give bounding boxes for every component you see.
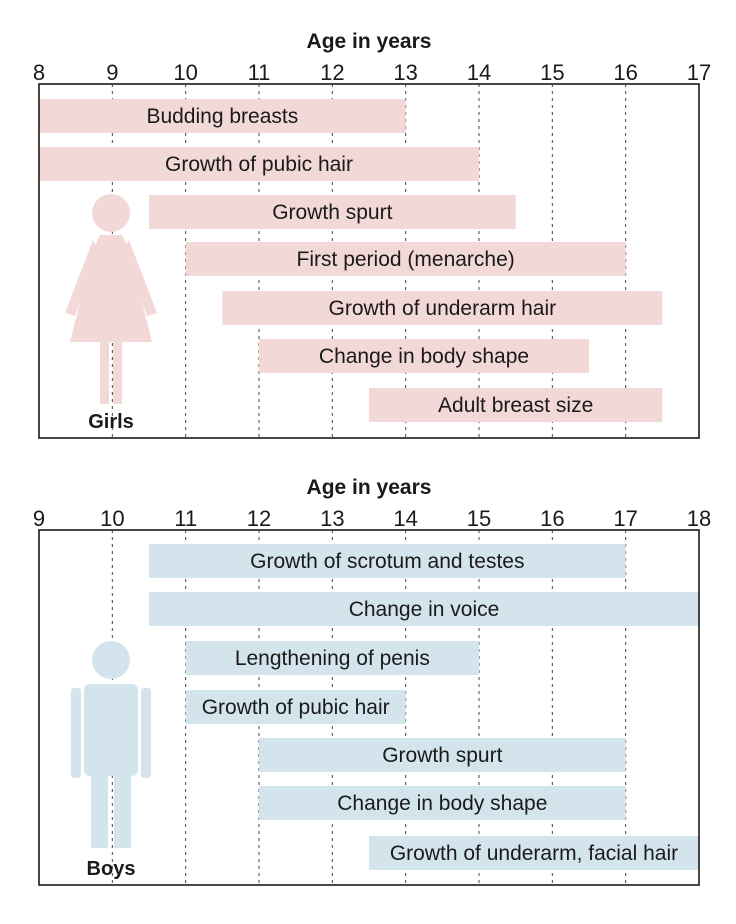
girls-bar-growth-of-underarm-hair (222, 291, 663, 325)
boys-bar-label-growth-of-scrotum-and-testes: Growth of scrotum and testes (250, 550, 524, 573)
girls-bar-budding-breasts (39, 99, 406, 133)
boys-plot-frame (38, 529, 700, 886)
boys-tick-labels: 9 10 11 12 13 14 15 16 17 18 (33, 506, 711, 531)
girls-bar-label-growth-of-pubic-hair: Growth of pubic hair (165, 153, 353, 176)
girl-figure-icon (65, 194, 157, 404)
boys-bar-change-in-voice (149, 592, 699, 626)
girls-plot-frame (38, 83, 700, 439)
boys-panel: Age in years 9 10 11 12 13 14 15 16 17 18 Growth … (33, 476, 711, 886)
girls-tick-label-8: 8 (33, 60, 45, 85)
girls-bar-growth-spurt (149, 195, 516, 229)
boys-bar-lengthening-of-penis (185, 641, 479, 675)
girls-bar-label-budding-breasts: Budding breasts (146, 105, 298, 128)
boys-axis-title: Age in years (307, 476, 432, 499)
girls-tick-label-13: 13 (393, 60, 417, 85)
girls-figure-label: Girls (88, 411, 134, 433)
boys-tick-label-15: 15 (467, 506, 491, 531)
boys-bar-label-growth-of-underarm-facial-hair: Growth of underarm, facial hair (390, 842, 678, 865)
boys-bars: Growth of scrotum and testes Change in vo… (149, 544, 699, 870)
girls-tick-label-14: 14 (467, 60, 491, 85)
girls-axis-title: Age in years (307, 30, 432, 53)
girls-tick-label-16: 16 (613, 60, 637, 85)
girls-tick-label-15: 15 (540, 60, 564, 85)
boys-tick-label-13: 13 (320, 506, 344, 531)
girls-tick-label-12: 12 (320, 60, 344, 85)
girls-bar-growth-of-pubic-hair (39, 147, 479, 181)
girls-bar-label-adult-breast-size: Adult breast size (438, 394, 593, 417)
girls-bars: Budding breasts Growth of pubic hair Growt… (39, 99, 663, 422)
boys-bar-growth-of-scrotum-and-testes (149, 544, 626, 578)
boys-tick-label-11: 11 (174, 506, 197, 531)
girls-tick-label-9: 9 (106, 60, 118, 85)
girls-bar-change-in-body-shape (259, 339, 589, 373)
girls-bar-label-growth-spurt: Growth spurt (272, 201, 392, 224)
girls-bar-label-first-period-menarche: First period (menarche) (297, 248, 515, 271)
boys-figure-label: Boys (87, 858, 136, 880)
boys-bar-label-lengthening-of-penis: Lengthening of penis (235, 647, 430, 670)
boys-tick-label-10: 10 (100, 506, 124, 531)
girls-bar-label-growth-of-underarm-hair: Growth of underarm hair (329, 297, 557, 320)
girls-panel: Age in years 8 9 10 11 12 13 14 15 16 17 Budding … (33, 30, 711, 439)
girls-bar-first-period-menarche (185, 242, 626, 276)
boy-figure-icon (71, 641, 151, 848)
boys-bar-growth-of-underarm-facial-hair (369, 836, 699, 870)
boys-bar-label-growth-of-pubic-hair: Growth of pubic hair (202, 696, 390, 719)
boys-bar-growth-of-pubic-hair (185, 690, 406, 724)
boys-bar-label-change-in-body-shape: Change in body shape (337, 792, 547, 815)
girls-bar-label-change-in-body-shape: Change in body shape (319, 345, 529, 368)
girls-tick-labels: 8 9 10 11 12 13 14 15 16 17 (33, 60, 711, 85)
boys-tick-label-16: 16 (540, 506, 564, 531)
boys-tick-label-12: 12 (247, 506, 271, 531)
girls-bar-adult-breast-size (369, 388, 663, 422)
girls-tick-label-10: 10 (173, 60, 197, 85)
boys-bar-growth-spurt (259, 738, 626, 772)
boys-tick-label-14: 14 (393, 506, 417, 531)
boys-bar-label-growth-spurt: Growth spurt (382, 744, 502, 767)
boys-tick-label-9: 9 (33, 506, 45, 531)
boys-bar-change-in-body-shape (259, 786, 626, 820)
boys-bar-label-change-in-voice: Change in voice (349, 598, 500, 621)
boys-tick-label-17: 17 (613, 506, 637, 531)
boys-tick-label-18: 18 (687, 506, 711, 531)
girls-tick-label-11: 11 (248, 60, 271, 85)
girls-tick-label-17: 17 (687, 60, 711, 85)
